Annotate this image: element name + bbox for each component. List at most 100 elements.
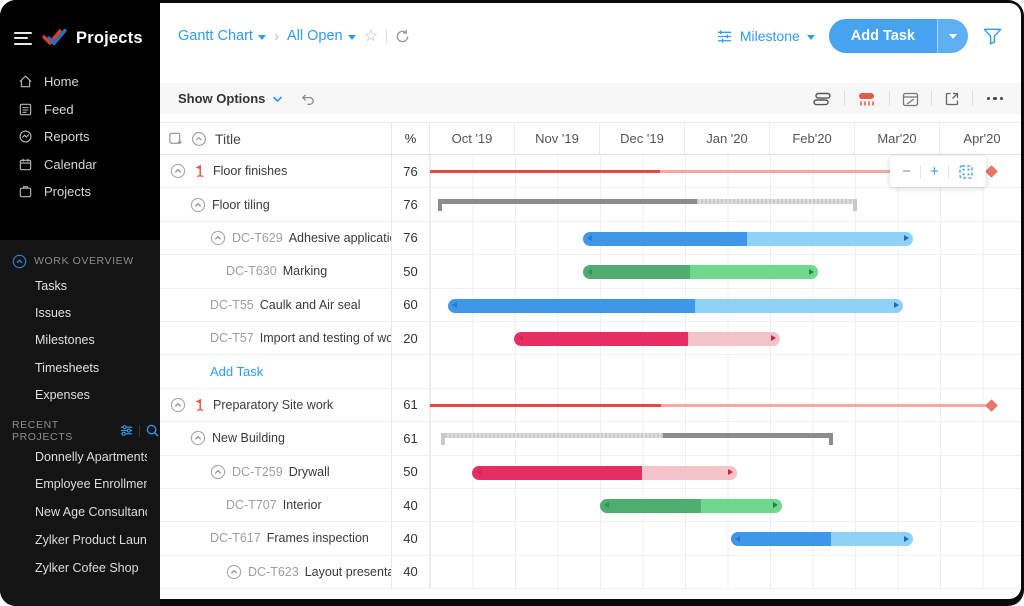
task-row[interactable]: DC-T623 Layout presentation40 (160, 555, 1021, 590)
sidebar-item-tasks[interactable]: Tasks (35, 278, 67, 293)
sidebar-item-feed[interactable]: Feed (0, 96, 160, 124)
task-bar[interactable] (731, 532, 913, 547)
undo-icon[interactable] (299, 92, 315, 106)
add-task-link[interactable]: Add Task (210, 364, 264, 380)
task-title-cell: Floor tiling (160, 188, 392, 221)
filter-funnel-icon[interactable] (982, 26, 1003, 46)
collapse-icon[interactable] (190, 197, 206, 213)
sidebar-item-timesheets[interactable]: Timesheets (35, 360, 100, 375)
sidebar-item-milestones[interactable]: Milestones (35, 333, 95, 348)
chevron-down-icon (949, 33, 957, 39)
refresh-icon[interactable] (395, 29, 410, 44)
add-task-row[interactable]: Add Task (160, 355, 1021, 389)
sidebar-item-home[interactable]: Home (0, 68, 160, 96)
bar-resize-handle[interactable] (476, 469, 481, 476)
collapse-icon[interactable] (210, 464, 226, 480)
view-selector[interactable]: Gantt Chart (178, 28, 266, 44)
project-filter-icon[interactable] (119, 423, 134, 438)
recent-project-item[interactable]: New Age Consultancy (0, 498, 160, 526)
baseline-view-icon[interactable] (812, 91, 832, 107)
add-task-label[interactable]: Add Task (828, 19, 937, 53)
milestone-timeline-bar[interactable] (430, 398, 998, 412)
month-header: Dec '19 (600, 123, 685, 154)
percent-cell: 50 (392, 455, 430, 488)
group-by-selector[interactable]: Milestone (716, 28, 815, 44)
recent-project-label: Employee Enrollment (35, 477, 147, 492)
recent-project-label: New Age Consultancy (35, 505, 147, 520)
milestone-timeline-bar[interactable] (430, 165, 998, 178)
critical-path-icon[interactable] (857, 91, 877, 107)
tasklist-summary-bar[interactable] (438, 199, 857, 212)
zoom-out-button[interactable]: − (902, 163, 911, 180)
bar-resize-handle[interactable] (518, 335, 523, 342)
favorite-star-icon[interactable]: ☆ (363, 28, 378, 45)
task-bar[interactable] (583, 265, 818, 280)
show-options-button[interactable]: Show Options (178, 91, 283, 106)
task-row[interactable]: New Building 61 (160, 422, 1021, 456)
task-bar[interactable] (448, 298, 903, 313)
more-options-icon[interactable] (985, 93, 1006, 105)
task-row[interactable]: DC-T259 Drywall 50 (160, 455, 1021, 489)
timeline-cell (430, 488, 1021, 522)
bar-resize-handle[interactable] (735, 535, 740, 542)
hamburger-menu-icon[interactable] (14, 31, 32, 45)
recent-projects-header: RECENT PROJECTS (0, 419, 160, 443)
project-search-icon[interactable] (145, 423, 160, 438)
tasklist-summary-bar[interactable] (441, 433, 833, 446)
task-row[interactable]: DC-T55 Caulk and Air seal 60 (160, 288, 1021, 322)
percent-header-cell: % (392, 123, 430, 154)
milestone-flag-icon (192, 397, 207, 413)
percent-cell: 60 (392, 288, 430, 321)
collapse-icon[interactable] (170, 163, 186, 179)
bar-resize-handle[interactable] (587, 235, 592, 242)
task-row[interactable]: DC-T629 Adhesive application 76 (160, 221, 1021, 256)
sidebar-item-calendar[interactable]: Calendar (0, 151, 160, 179)
sidebar-item-reports[interactable]: Reports (0, 123, 160, 151)
recent-project-item[interactable]: Zylker Product Launch (0, 526, 160, 554)
add-task-dropdown[interactable] (937, 19, 968, 53)
collapse-section-icon[interactable] (12, 254, 27, 269)
calendar-icon (18, 157, 33, 172)
collapse-icon[interactable] (190, 430, 206, 446)
task-bar[interactable] (472, 465, 737, 480)
collapse-icon[interactable] (226, 564, 242, 580)
bar-resize-handle[interactable] (587, 268, 592, 275)
task-row[interactable]: DC-T707 Interior 40 (160, 488, 1021, 523)
timeline-cell (430, 455, 1021, 488)
task-name: Interior (282, 498, 322, 513)
task-name: Caulk and Air seal (259, 297, 361, 312)
recent-project-item[interactable]: Donnelly Apartments (0, 443, 160, 471)
task-row[interactable]: DC-T617 Frames inspection 40 (160, 522, 1021, 556)
task-bar[interactable] (600, 498, 782, 513)
zoom-in-button[interactable]: + (930, 163, 939, 180)
sidebar-item-issues[interactable]: Issues (35, 306, 72, 321)
add-column-icon[interactable] (168, 131, 183, 146)
add-task-button[interactable]: Add Task (828, 19, 968, 53)
bar-end-arrow-icon (771, 335, 776, 342)
task-row[interactable]: DC-T630 Marking 50 (160, 255, 1021, 289)
work-overview-header[interactable]: WORK OVERVIEW (0, 250, 160, 272)
fullscreen-icon[interactable] (944, 91, 960, 107)
recent-project-item[interactable]: Employee Enrollment (0, 471, 160, 499)
filter-selector[interactable]: All Open (287, 28, 356, 44)
task-bar[interactable] (583, 231, 913, 246)
bar-resize-handle[interactable] (604, 502, 609, 509)
fit-screen-icon[interactable] (958, 164, 974, 180)
summary-cap (853, 199, 857, 212)
task-row[interactable]: DC-T57 Import and testing of woo..20 (160, 321, 1021, 356)
task-row[interactable]: Floor tiling 76 (160, 188, 1021, 222)
recent-project-item[interactable]: Zylker Cofee Shop (0, 554, 160, 582)
task-bar[interactable] (514, 331, 780, 346)
exclude-holidays-calendar-icon[interactable] (902, 91, 919, 107)
task-row[interactable]: Preparatory Site work 61 (160, 388, 1021, 423)
collapse-icon[interactable] (170, 397, 186, 413)
collapse-all-icon[interactable] (191, 131, 207, 147)
sidebar-item-label: Home (44, 74, 79, 90)
sidebar-item-expenses[interactable]: Expenses (35, 388, 90, 403)
timeline-cell (430, 321, 1021, 355)
sidebar-item-label: Feed (44, 101, 74, 117)
collapse-icon[interactable] (210, 230, 226, 246)
bar-resize-handle[interactable] (452, 302, 457, 309)
sidebar-item-projects[interactable]: Projects (0, 178, 160, 206)
breadcrumb: Gantt Chart › All Open ☆ (178, 26, 410, 46)
